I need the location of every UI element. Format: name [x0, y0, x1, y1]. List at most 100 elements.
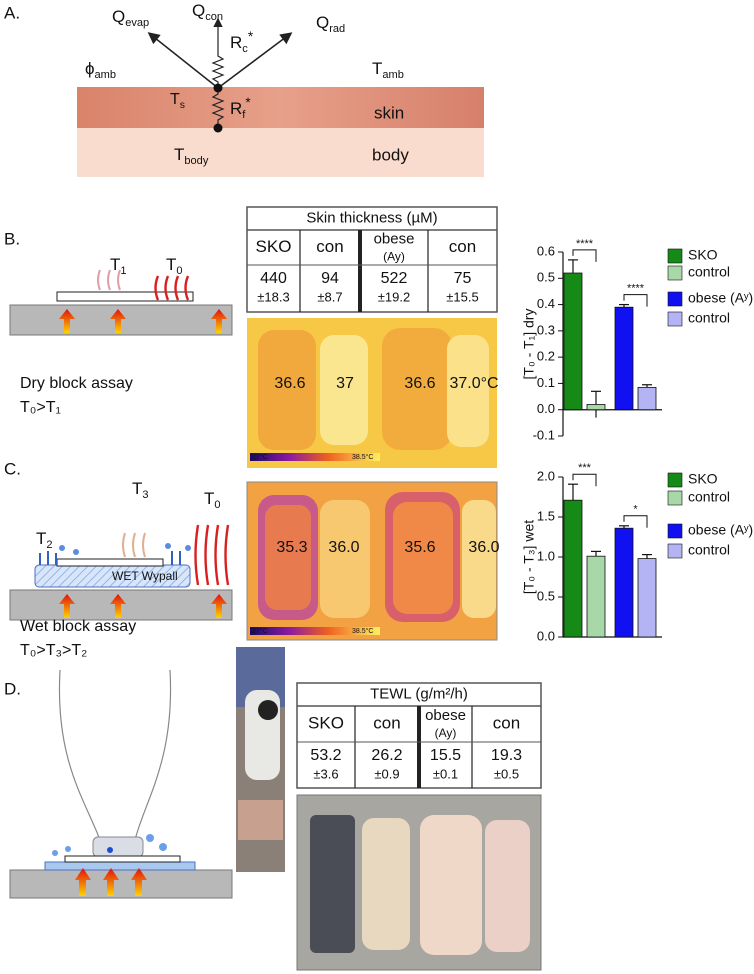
symbol-main: R: [230, 33, 242, 52]
symbol: T0: [166, 255, 183, 276]
block: [9, 869, 233, 899]
body-layer: [77, 128, 484, 177]
label: WET Wypall: [112, 569, 178, 583]
label: ±18.3: [257, 289, 289, 304]
heat-arrows: [59, 594, 227, 618]
label: 53.2: [310, 747, 341, 764]
symbol-sub: 1: [120, 265, 126, 277]
hot-arrows: [194, 524, 230, 586]
wypall: [44, 861, 196, 871]
legend-swatch: [667, 265, 683, 281]
device-photo: [236, 647, 285, 872]
label: control: [688, 489, 730, 505]
bar: [563, 499, 583, 638]
panel-a-diagram: [77, 17, 484, 177]
cool-arrows: [39, 551, 181, 565]
legend-swatch: [667, 523, 683, 539]
label: con: [316, 237, 343, 256]
significance-bracket: [572, 473, 597, 487]
label: D.: [4, 679, 21, 698]
label: (Ay): [435, 726, 457, 740]
label: 0.2: [537, 349, 555, 364]
symbol: Tbody: [174, 145, 209, 166]
bar: [637, 386, 657, 411]
symbol-main: T: [132, 479, 142, 498]
label: 36.6: [274, 375, 305, 392]
probe-cable: [58, 669, 172, 841]
symbol: Rc*: [230, 29, 254, 55]
label: 37: [336, 375, 354, 392]
label: [T₀ - T₃] wet: [521, 520, 537, 594]
symbol-sup: *: [245, 95, 251, 110]
symbol-main: ϕ: [85, 59, 95, 78]
label: *: [633, 504, 638, 516]
label: 75: [454, 270, 472, 287]
symbol-main: T: [174, 145, 184, 164]
label: con: [493, 713, 520, 732]
symbol-sub: 0: [214, 499, 220, 511]
label: B.: [4, 229, 20, 248]
label: Dry block assay: [20, 375, 133, 392]
label: ±15.5: [446, 289, 478, 304]
label: ****: [627, 282, 645, 294]
label: con: [449, 237, 476, 256]
bar: [614, 306, 634, 411]
arrow: [217, 32, 293, 89]
symbol-sub: 0: [176, 265, 182, 277]
label: 27°C: [252, 627, 268, 635]
label: 35.3: [276, 539, 307, 556]
symbol-sub: con: [205, 11, 223, 23]
label: control: [688, 310, 730, 326]
node: [213, 83, 223, 93]
label: 36.0: [328, 539, 359, 556]
label: ***: [578, 462, 592, 474]
label: ****: [576, 238, 594, 250]
symbol: T3: [132, 479, 149, 500]
panel-b-diagram: [9, 269, 233, 336]
significance-bracket: [623, 294, 648, 307]
symbol-main: T: [170, 91, 180, 108]
label: obese (Aʸ): [688, 522, 753, 538]
label: 94: [321, 270, 339, 287]
label: (Ay): [383, 250, 405, 264]
symbol: Tamb: [372, 59, 404, 80]
symbol-main: Q: [112, 7, 125, 26]
mid-arrows: [122, 532, 146, 558]
symbol-main: T: [204, 489, 214, 508]
symbol: Qcon: [192, 1, 223, 22]
symbol-sub: c: [242, 43, 248, 55]
label: 35.6: [404, 539, 435, 556]
label: obese: [425, 707, 466, 724]
bar: [586, 555, 606, 638]
label: 0.1: [537, 375, 555, 390]
label: 0.5: [537, 588, 555, 603]
legend-swatch: [667, 311, 683, 327]
label: obese (Aʸ): [688, 290, 753, 306]
label: skin: [374, 103, 404, 122]
label: 26.2: [371, 747, 402, 764]
skin-layer: [77, 87, 484, 128]
heat-arrows: [75, 868, 147, 896]
label: ±0.1: [433, 766, 458, 781]
symbol-sub: s: [180, 100, 185, 111]
symbol-sub: amb: [382, 69, 404, 81]
skin-photo: [296, 794, 542, 971]
faint-arrows: [97, 269, 121, 291]
label: -0.1: [533, 427, 555, 442]
bar: [614, 527, 634, 638]
label: 36.6: [404, 375, 435, 392]
symbol: Qrad: [316, 13, 345, 34]
hot-arrows: [154, 275, 190, 301]
label: 0.5: [537, 270, 555, 285]
node: [213, 123, 223, 133]
label: ±0.5: [494, 766, 519, 781]
label: ±19.2: [378, 289, 410, 304]
label: 0.0: [537, 628, 555, 643]
resistor-f: [211, 88, 225, 128]
label: 38.5°C: [352, 627, 373, 635]
label: 1.0: [537, 548, 555, 563]
panel-c-diagram: [9, 524, 233, 621]
symbol-main: Q: [316, 13, 329, 32]
symbol-main: T: [372, 59, 382, 78]
